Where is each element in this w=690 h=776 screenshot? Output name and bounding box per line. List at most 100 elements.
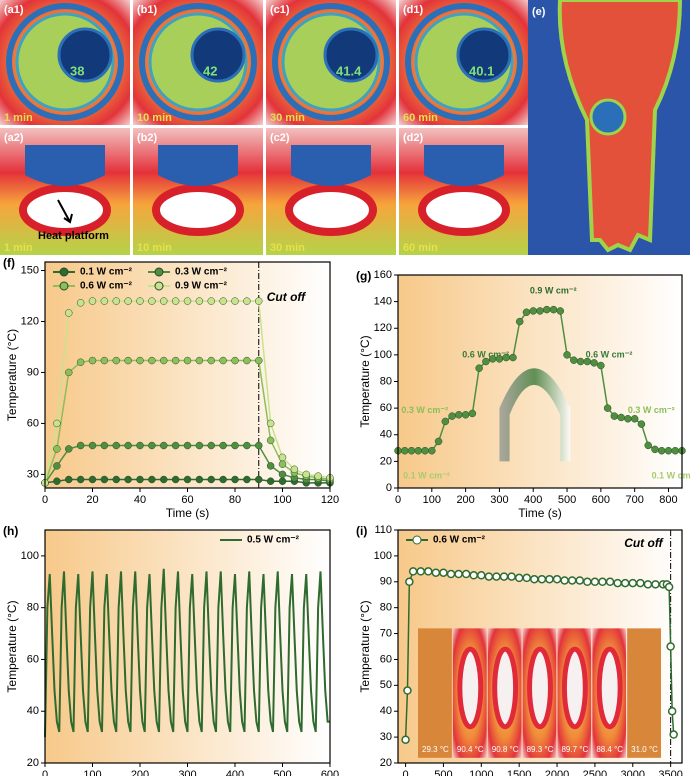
- marker: [570, 356, 578, 364]
- marker: [100, 297, 109, 305]
- marker: [124, 475, 132, 484]
- marker: [76, 475, 85, 484]
- y-tick-label: 40: [380, 705, 392, 717]
- y-axis-label: Temperature (°C): [5, 600, 19, 692]
- y-tick-label: 50: [380, 679, 392, 691]
- marker: [530, 574, 539, 584]
- marker: [644, 441, 652, 450]
- heat-platform: [285, 184, 377, 236]
- y-tick-label: 40: [380, 429, 392, 441]
- image-label: (c2): [270, 132, 290, 144]
- marker: [112, 475, 120, 484]
- legend-label: 0.9 W cm⁻²: [175, 281, 228, 292]
- marker: [455, 411, 463, 419]
- marker: [171, 441, 180, 450]
- marker: [637, 420, 646, 428]
- panel-label: (g): [356, 269, 371, 283]
- marker: [583, 577, 592, 587]
- ring: [405, 3, 523, 121]
- x-tick-label: 40: [134, 494, 146, 506]
- marker: [207, 356, 215, 365]
- y-tick-label: 60: [27, 417, 39, 429]
- y-tick-label: 60: [380, 653, 392, 665]
- marker: [76, 358, 85, 367]
- marker: [207, 475, 215, 484]
- y-tick-label: 120: [374, 322, 392, 334]
- hot-spot: [492, 646, 519, 730]
- x-tick-label: 0: [42, 769, 48, 776]
- marker: [302, 470, 310, 479]
- marker: [255, 297, 263, 305]
- y-tick-label: 100: [374, 349, 392, 361]
- x-tick-label: 1000: [469, 769, 493, 776]
- hot-spot: [561, 646, 588, 730]
- annotation: Cut off: [267, 290, 306, 304]
- image-time: 60 min: [403, 242, 438, 254]
- marker: [53, 419, 61, 428]
- marker: [583, 357, 592, 366]
- y-tick-label: 60: [27, 653, 39, 665]
- marker: [617, 413, 625, 422]
- marker: [499, 572, 509, 581]
- marker: [563, 351, 571, 359]
- y-tick-label: 30: [380, 731, 392, 743]
- marker: [266, 462, 275, 470]
- marker: [514, 573, 524, 583]
- x-tick-label: 400: [524, 494, 542, 506]
- marker: [624, 415, 632, 423]
- image-label: (a1): [4, 4, 24, 16]
- marker: [53, 477, 61, 485]
- marker: [231, 475, 239, 484]
- inset-label: 31.0 °C: [631, 745, 658, 754]
- marker: [171, 475, 180, 484]
- panel-label: (i): [356, 524, 367, 538]
- marker: [556, 307, 565, 315]
- marker: [124, 297, 132, 305]
- marker: [278, 460, 287, 468]
- marker: [576, 357, 585, 366]
- inset-label: 88.4 °C: [596, 745, 623, 754]
- sample-cup: [158, 145, 238, 186]
- inset-image: [418, 628, 452, 758]
- marker: [136, 441, 144, 450]
- x-tick-label: 3500: [658, 769, 682, 776]
- y-tick-label: 40: [27, 705, 39, 717]
- marker: [448, 412, 456, 420]
- x-tick-label: 300: [178, 769, 196, 776]
- x-tick-label: 500: [273, 769, 291, 776]
- marker: [266, 436, 275, 445]
- series-line: [44, 568, 330, 738]
- marker: [431, 568, 441, 577]
- marker: [605, 577, 615, 587]
- panel-label: (f): [3, 256, 15, 270]
- y-tick-label: 0: [386, 482, 392, 494]
- marker: [243, 356, 251, 365]
- marker: [290, 465, 299, 474]
- annotation: 0.9 W cm⁻²: [530, 285, 577, 295]
- panel-label: (h): [3, 524, 18, 538]
- x-tick-label: 3000: [621, 769, 645, 776]
- marker: [509, 353, 517, 362]
- marker: [522, 573, 531, 583]
- marker: [88, 441, 97, 450]
- marker: [424, 567, 433, 576]
- marker: [183, 475, 192, 484]
- marker: [88, 356, 97, 365]
- sample: [57, 27, 113, 83]
- temperature-reading: 40.1: [469, 63, 494, 78]
- marker: [657, 446, 666, 455]
- marker: [401, 446, 409, 455]
- hot-spot: [596, 646, 623, 730]
- marker: [65, 368, 73, 377]
- marker: [492, 572, 501, 581]
- marker: [278, 453, 287, 462]
- inset-label: 29.3 °C: [422, 745, 449, 754]
- inset-image: [627, 628, 661, 758]
- legend-marker: [59, 281, 69, 291]
- y-tick-label: 100: [21, 550, 39, 562]
- legend-marker: [59, 267, 69, 277]
- x-tick-label: 100: [83, 769, 101, 776]
- ring: [139, 3, 257, 121]
- marker: [255, 441, 263, 450]
